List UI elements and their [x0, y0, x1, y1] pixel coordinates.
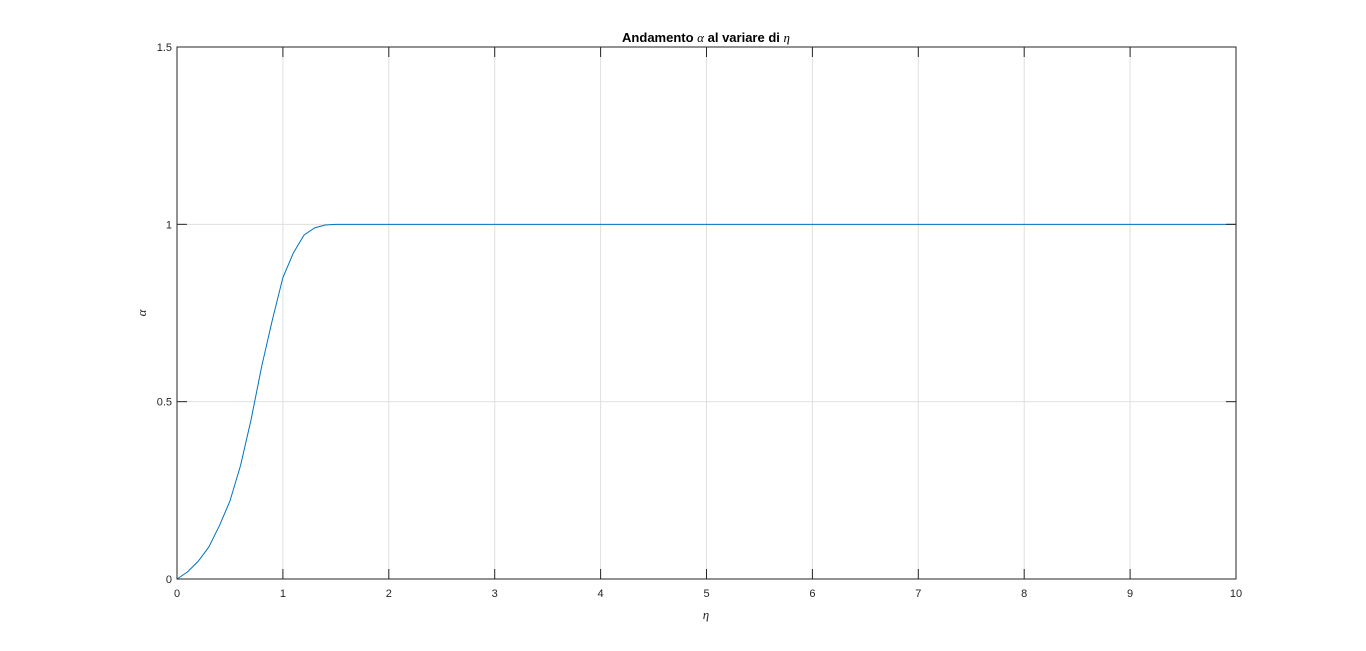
y-tick-label: 1.5	[157, 42, 172, 54]
y-tick-label: 1	[166, 219, 172, 231]
x-tick-label: 9	[1127, 588, 1133, 600]
y-tick-label: 0	[166, 574, 172, 586]
x-axis-label: η	[703, 607, 709, 622]
x-tick-label: 3	[492, 588, 498, 600]
alpha-curve	[176, 223, 1236, 580]
x-tick-label: 5	[703, 588, 709, 600]
x-tick-labels: 0 1 2 3 4 5 6 7 8 9 10	[174, 588, 1242, 600]
tick-marks	[176, 46, 1237, 580]
x-tick-label: 6	[809, 588, 815, 600]
y-tick-label: 0.5	[157, 397, 172, 409]
x-tick-label: 7	[915, 588, 921, 600]
x-tick-label: 0	[174, 588, 180, 600]
y-tick-labels: 0 0.5 1 1.5	[157, 42, 172, 586]
chart-title-prefix: Andamento	[622, 30, 697, 45]
chart-title-alpha-symbol: α	[697, 30, 705, 45]
chart-title: Andamento α al variare di η	[622, 30, 790, 45]
y-axis-label: α	[134, 308, 149, 316]
chart-title-eta-symbol: η	[784, 30, 790, 45]
x-tick-label: 10	[1230, 588, 1242, 600]
x-tick-label: 1	[280, 588, 286, 600]
x-tick-label: 4	[598, 588, 604, 600]
x-tick-label: 8	[1021, 588, 1027, 600]
x-tick-label: 2	[386, 588, 392, 600]
chart-title-middle: al variare di	[704, 30, 784, 45]
